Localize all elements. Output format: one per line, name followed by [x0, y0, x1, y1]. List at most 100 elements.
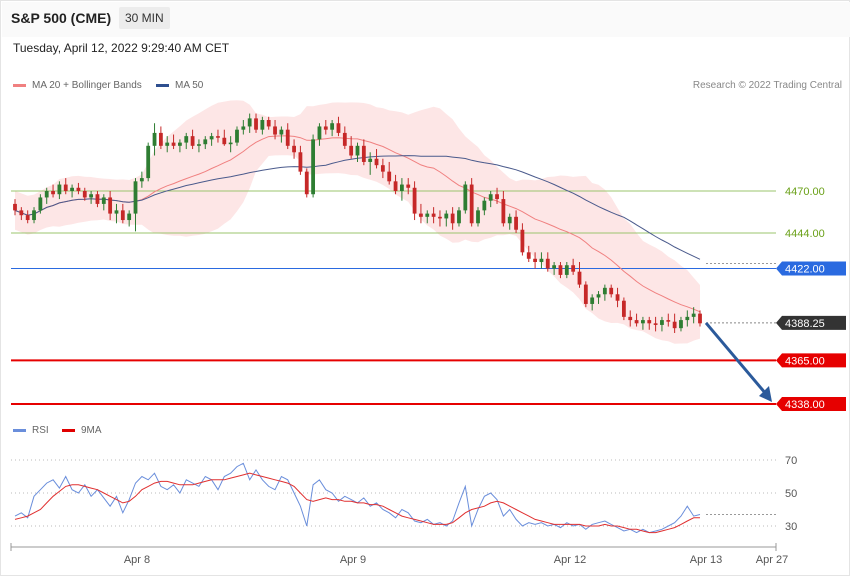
candle [393, 174, 398, 195]
candle-body [19, 210, 24, 216]
legend-rsi-label: RSI [32, 425, 49, 436]
candle [171, 134, 176, 150]
candle [425, 210, 430, 224]
candle [450, 207, 455, 230]
candle-body [514, 216, 518, 230]
legend-ma50: MA 50 [156, 80, 203, 91]
bollinger-band [15, 100, 700, 344]
candle [336, 116, 341, 137]
candle-body [641, 320, 645, 324]
candle [368, 152, 373, 175]
candle-body [349, 145, 354, 156]
candle [38, 194, 43, 214]
candle [476, 207, 480, 227]
candle-body [292, 145, 296, 153]
candle-body [507, 216, 512, 224]
candle [165, 136, 170, 153]
candle-body [133, 181, 138, 214]
candle-body [44, 191, 49, 198]
candle [235, 126, 239, 146]
candle [19, 207, 24, 221]
forecast-arrow-head [759, 386, 772, 402]
candle-body [89, 194, 94, 198]
candle [679, 316, 683, 332]
x-tick-label: Apr 13 [690, 554, 722, 566]
candle [419, 203, 423, 224]
legend-ma50-label: MA 50 [175, 80, 204, 91]
candle [203, 136, 208, 150]
candle-body [526, 252, 531, 259]
candle-body [590, 297, 595, 304]
candle-body [406, 184, 411, 188]
candle-body [63, 184, 68, 191]
candle [216, 129, 220, 143]
candle [152, 123, 157, 156]
candle [482, 197, 487, 216]
candle-body [209, 136, 214, 140]
candle-body [114, 210, 119, 214]
candle [190, 129, 195, 150]
candle-body [387, 171, 392, 182]
candle-body [304, 171, 309, 195]
candle-body [228, 142, 233, 145]
candle-body [13, 203, 17, 211]
candle [495, 187, 499, 204]
candle [609, 284, 614, 298]
candle [685, 310, 690, 327]
candle-body [222, 137, 227, 145]
candle-body [488, 194, 493, 201]
candle-body [25, 215, 30, 221]
candle [101, 194, 106, 211]
candle-body [444, 213, 449, 219]
candle-body [596, 294, 601, 298]
x-tick-label: Apr 8 [124, 554, 150, 566]
candle-body [615, 294, 620, 301]
timeframe-badge[interactable]: 30 MIN [119, 7, 170, 29]
candle-body [146, 145, 151, 179]
bollinger-band-area [15, 100, 700, 344]
candle-body [476, 210, 480, 224]
candle-body [95, 194, 100, 204]
candle [158, 126, 163, 150]
candle [660, 316, 664, 332]
legend-ma20: MA 20 + Bollinger Bands [13, 80, 142, 91]
candle [666, 313, 671, 327]
candle-body [482, 200, 487, 211]
legend-ma20-label: MA 20 + Bollinger Bands [32, 80, 142, 91]
candle [545, 252, 550, 272]
candle-body [260, 120, 265, 130]
candle [13, 199, 17, 216]
ma9-swatch [62, 429, 75, 432]
candle [349, 136, 354, 159]
candle-body [685, 316, 690, 321]
candle-body [539, 258, 544, 262]
level-lines [11, 190, 776, 405]
price-label-bg [776, 261, 846, 276]
candle-body [438, 216, 442, 219]
candle-body [279, 129, 284, 135]
legend-9ma: 9MA [62, 425, 102, 436]
candle [583, 281, 588, 308]
rsi-ma-line [14, 472, 700, 534]
candle [330, 120, 335, 137]
candle [552, 262, 557, 275]
candle [51, 184, 55, 198]
candle [70, 184, 74, 198]
candle-body [317, 126, 322, 140]
price-label-text: 4365.00 [785, 355, 825, 367]
candle-body [672, 321, 677, 329]
candle [317, 123, 322, 146]
candle [120, 203, 125, 224]
candle-body [165, 142, 170, 146]
candle [95, 191, 100, 208]
candle-body [266, 120, 271, 127]
candle [387, 161, 392, 185]
candle-body [412, 187, 417, 214]
candle-body [190, 136, 195, 146]
candle [672, 313, 677, 333]
x-axis: Apr 8 Apr 9 Apr 12 Apr 13 Apr 27 [10, 543, 788, 566]
candle [247, 113, 252, 133]
candle-body [120, 210, 125, 221]
candle [602, 284, 607, 301]
